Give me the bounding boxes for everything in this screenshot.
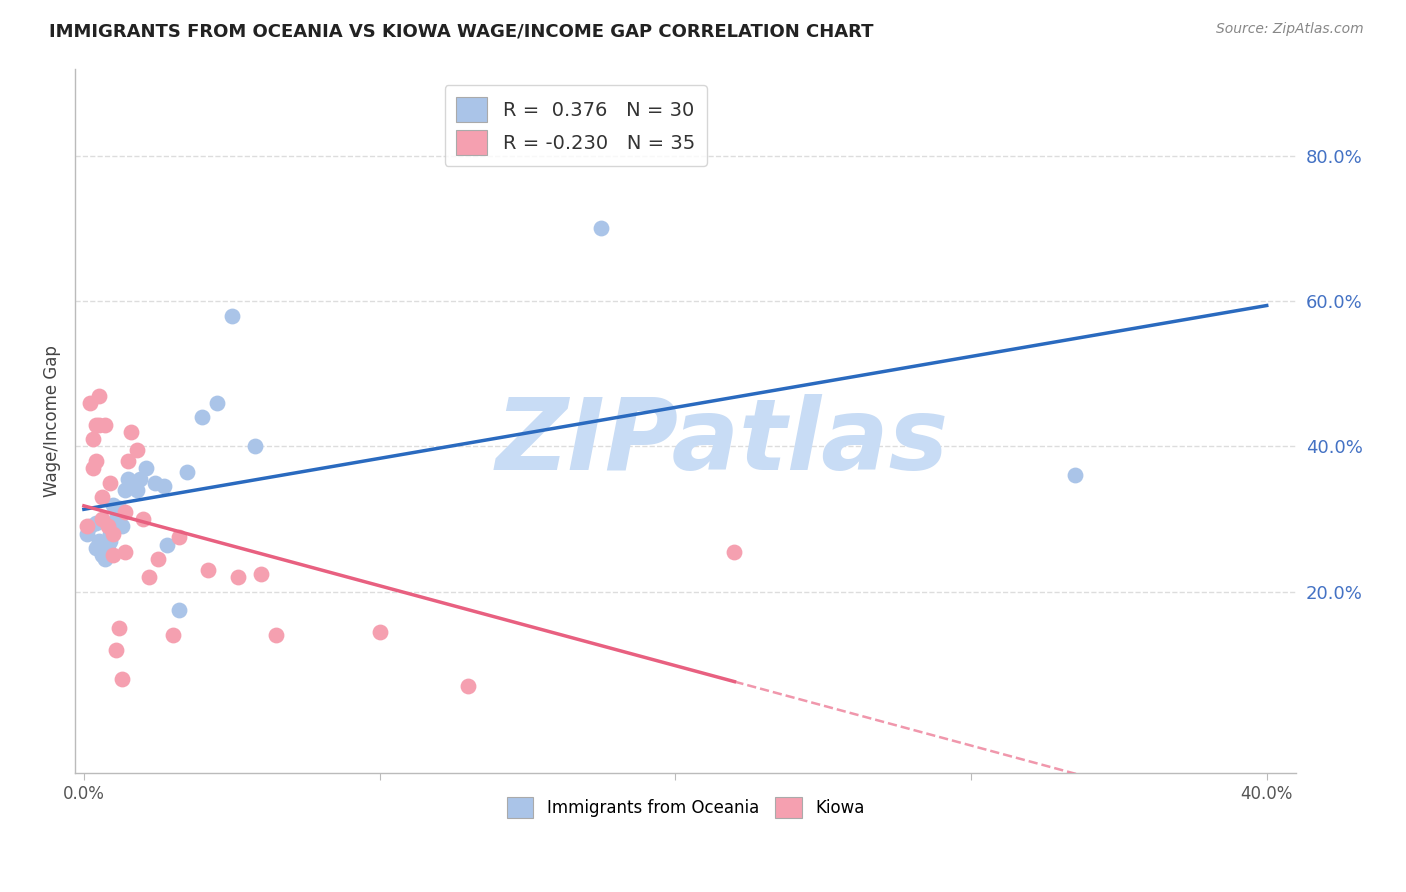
Point bbox=[723, 545, 745, 559]
Point bbox=[368, 624, 391, 639]
Point bbox=[117, 472, 139, 486]
Point bbox=[197, 563, 219, 577]
Point bbox=[87, 388, 110, 402]
Point bbox=[82, 432, 104, 446]
Point bbox=[132, 512, 155, 526]
Point bbox=[90, 549, 112, 563]
Point bbox=[591, 221, 613, 235]
Text: Source: ZipAtlas.com: Source: ZipAtlas.com bbox=[1216, 22, 1364, 37]
Point bbox=[226, 570, 249, 584]
Point bbox=[114, 545, 136, 559]
Point bbox=[120, 425, 142, 439]
Point bbox=[250, 566, 273, 581]
Point bbox=[93, 552, 115, 566]
Point bbox=[100, 475, 122, 490]
Point bbox=[87, 417, 110, 432]
Point bbox=[127, 483, 149, 497]
Point bbox=[79, 519, 101, 533]
Point bbox=[146, 552, 169, 566]
Point bbox=[105, 512, 128, 526]
Point bbox=[167, 530, 190, 544]
Point bbox=[245, 439, 267, 453]
Y-axis label: Wage/Income Gap: Wage/Income Gap bbox=[44, 345, 60, 497]
Point bbox=[117, 454, 139, 468]
Point bbox=[79, 396, 101, 410]
Point bbox=[152, 479, 174, 493]
Point bbox=[90, 512, 112, 526]
Point bbox=[93, 417, 115, 432]
Point bbox=[111, 672, 134, 686]
Point bbox=[264, 628, 287, 642]
Point bbox=[457, 679, 479, 693]
Point bbox=[100, 533, 122, 548]
Point bbox=[76, 526, 98, 541]
Point bbox=[108, 621, 131, 635]
Point bbox=[84, 516, 107, 530]
Point bbox=[108, 501, 131, 516]
Point bbox=[84, 417, 107, 432]
Point bbox=[127, 443, 149, 458]
Point bbox=[162, 628, 184, 642]
Point bbox=[96, 519, 118, 533]
Point bbox=[90, 490, 112, 504]
Point bbox=[114, 483, 136, 497]
Point bbox=[84, 541, 107, 556]
Point bbox=[87, 533, 110, 548]
Point bbox=[84, 454, 107, 468]
Point bbox=[82, 461, 104, 475]
Point bbox=[176, 465, 198, 479]
Point bbox=[100, 526, 122, 541]
Point bbox=[103, 549, 125, 563]
Point bbox=[96, 537, 118, 551]
Point bbox=[205, 396, 228, 410]
Point bbox=[143, 475, 166, 490]
Text: IMMIGRANTS FROM OCEANIA VS KIOWA WAGE/INCOME GAP CORRELATION CHART: IMMIGRANTS FROM OCEANIA VS KIOWA WAGE/IN… bbox=[49, 22, 873, 40]
Point bbox=[1063, 468, 1085, 483]
Point bbox=[135, 461, 157, 475]
Point bbox=[221, 309, 243, 323]
Point bbox=[111, 519, 134, 533]
Point bbox=[103, 526, 125, 541]
Point bbox=[114, 505, 136, 519]
Point bbox=[129, 472, 152, 486]
Point bbox=[191, 410, 214, 425]
Point bbox=[76, 519, 98, 533]
Point bbox=[156, 537, 179, 551]
Legend: Immigrants from Oceania, Kiowa: Immigrants from Oceania, Kiowa bbox=[501, 790, 872, 825]
Point bbox=[105, 643, 128, 657]
Point bbox=[103, 498, 125, 512]
Point bbox=[138, 570, 160, 584]
Point bbox=[167, 603, 190, 617]
Text: ZIPatlas: ZIPatlas bbox=[496, 393, 949, 491]
